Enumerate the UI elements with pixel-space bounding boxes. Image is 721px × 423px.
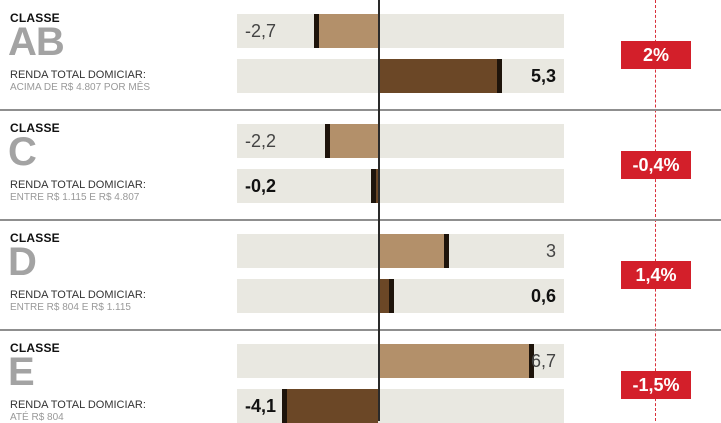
section-divider bbox=[0, 109, 721, 111]
bottom-bar-cap bbox=[496, 59, 502, 93]
classe-label: CLASSE bbox=[10, 11, 60, 25]
renda-label: RENDA TOTAL DOMICIAR: bbox=[10, 179, 146, 191]
income-range: ATÉ R$ 804 bbox=[10, 412, 64, 423]
top-bar-cap bbox=[444, 234, 449, 268]
bottom-bar-value: -0,2 bbox=[245, 176, 277, 196]
top-bar-track bbox=[237, 124, 564, 158]
bottom-bar-value: -4,1 bbox=[245, 396, 277, 416]
change-badge: 2% bbox=[621, 41, 691, 69]
section-divider bbox=[0, 329, 721, 331]
top-bar bbox=[315, 14, 378, 48]
top-bar-cap bbox=[313, 14, 319, 48]
income-range: ENTRE R$ 804 E R$ 1.115 bbox=[10, 302, 131, 313]
class-letter: C bbox=[8, 130, 37, 174]
bottom-bar bbox=[378, 279, 392, 313]
top-bar bbox=[378, 234, 447, 268]
zero-axis bbox=[378, 0, 380, 421]
bottom-bar bbox=[378, 59, 500, 93]
class-letter: D bbox=[8, 240, 37, 284]
bottom-bar-cap bbox=[371, 169, 377, 203]
change-badge: -0,4% bbox=[621, 151, 691, 179]
classe-label: CLASSE bbox=[10, 231, 60, 245]
top-bar-value: -2,7 bbox=[245, 21, 277, 41]
class-letter: AB bbox=[8, 20, 65, 64]
bottom-bar bbox=[283, 389, 378, 423]
reference-line bbox=[655, 0, 656, 421]
bottom-bar-value: 5,3 bbox=[530, 66, 556, 86]
top-bar-value: -2,2 bbox=[245, 131, 277, 151]
section-divider bbox=[0, 219, 721, 221]
change-badge: -1,5% bbox=[621, 371, 691, 399]
change-badge: 1,4% bbox=[621, 261, 691, 289]
top-bar-cap bbox=[529, 344, 535, 378]
renda-label: RENDA TOTAL DOMICIAR: bbox=[10, 69, 146, 81]
income-range: ENTRE R$ 1.115 E R$ 4.807 bbox=[10, 192, 140, 203]
bottom-bar-cap bbox=[388, 279, 394, 313]
class-letter: E bbox=[8, 350, 35, 394]
bottom-bar-track bbox=[237, 279, 564, 313]
income-range: ACIMA DE R$ 4.807 POR MÊS bbox=[10, 82, 151, 93]
bottom-bar-cap bbox=[281, 389, 287, 423]
top-bar bbox=[327, 124, 378, 158]
bottom-bar-value: 0,6 bbox=[530, 286, 556, 306]
top-bar-value: 3 bbox=[545, 241, 556, 261]
top-bar-value: 6,7 bbox=[530, 351, 556, 371]
top-bar-track bbox=[237, 14, 564, 48]
top-bar-cap bbox=[325, 124, 331, 158]
classe-label: CLASSE bbox=[10, 121, 60, 135]
renda-label: RENDA TOTAL DOMICIAR: bbox=[10, 399, 146, 411]
classe-label: CLASSE bbox=[10, 341, 60, 355]
renda-label: RENDA TOTAL DOMICIAR: bbox=[10, 289, 146, 301]
top-bar bbox=[378, 344, 533, 378]
bottom-bar-track bbox=[237, 169, 564, 203]
